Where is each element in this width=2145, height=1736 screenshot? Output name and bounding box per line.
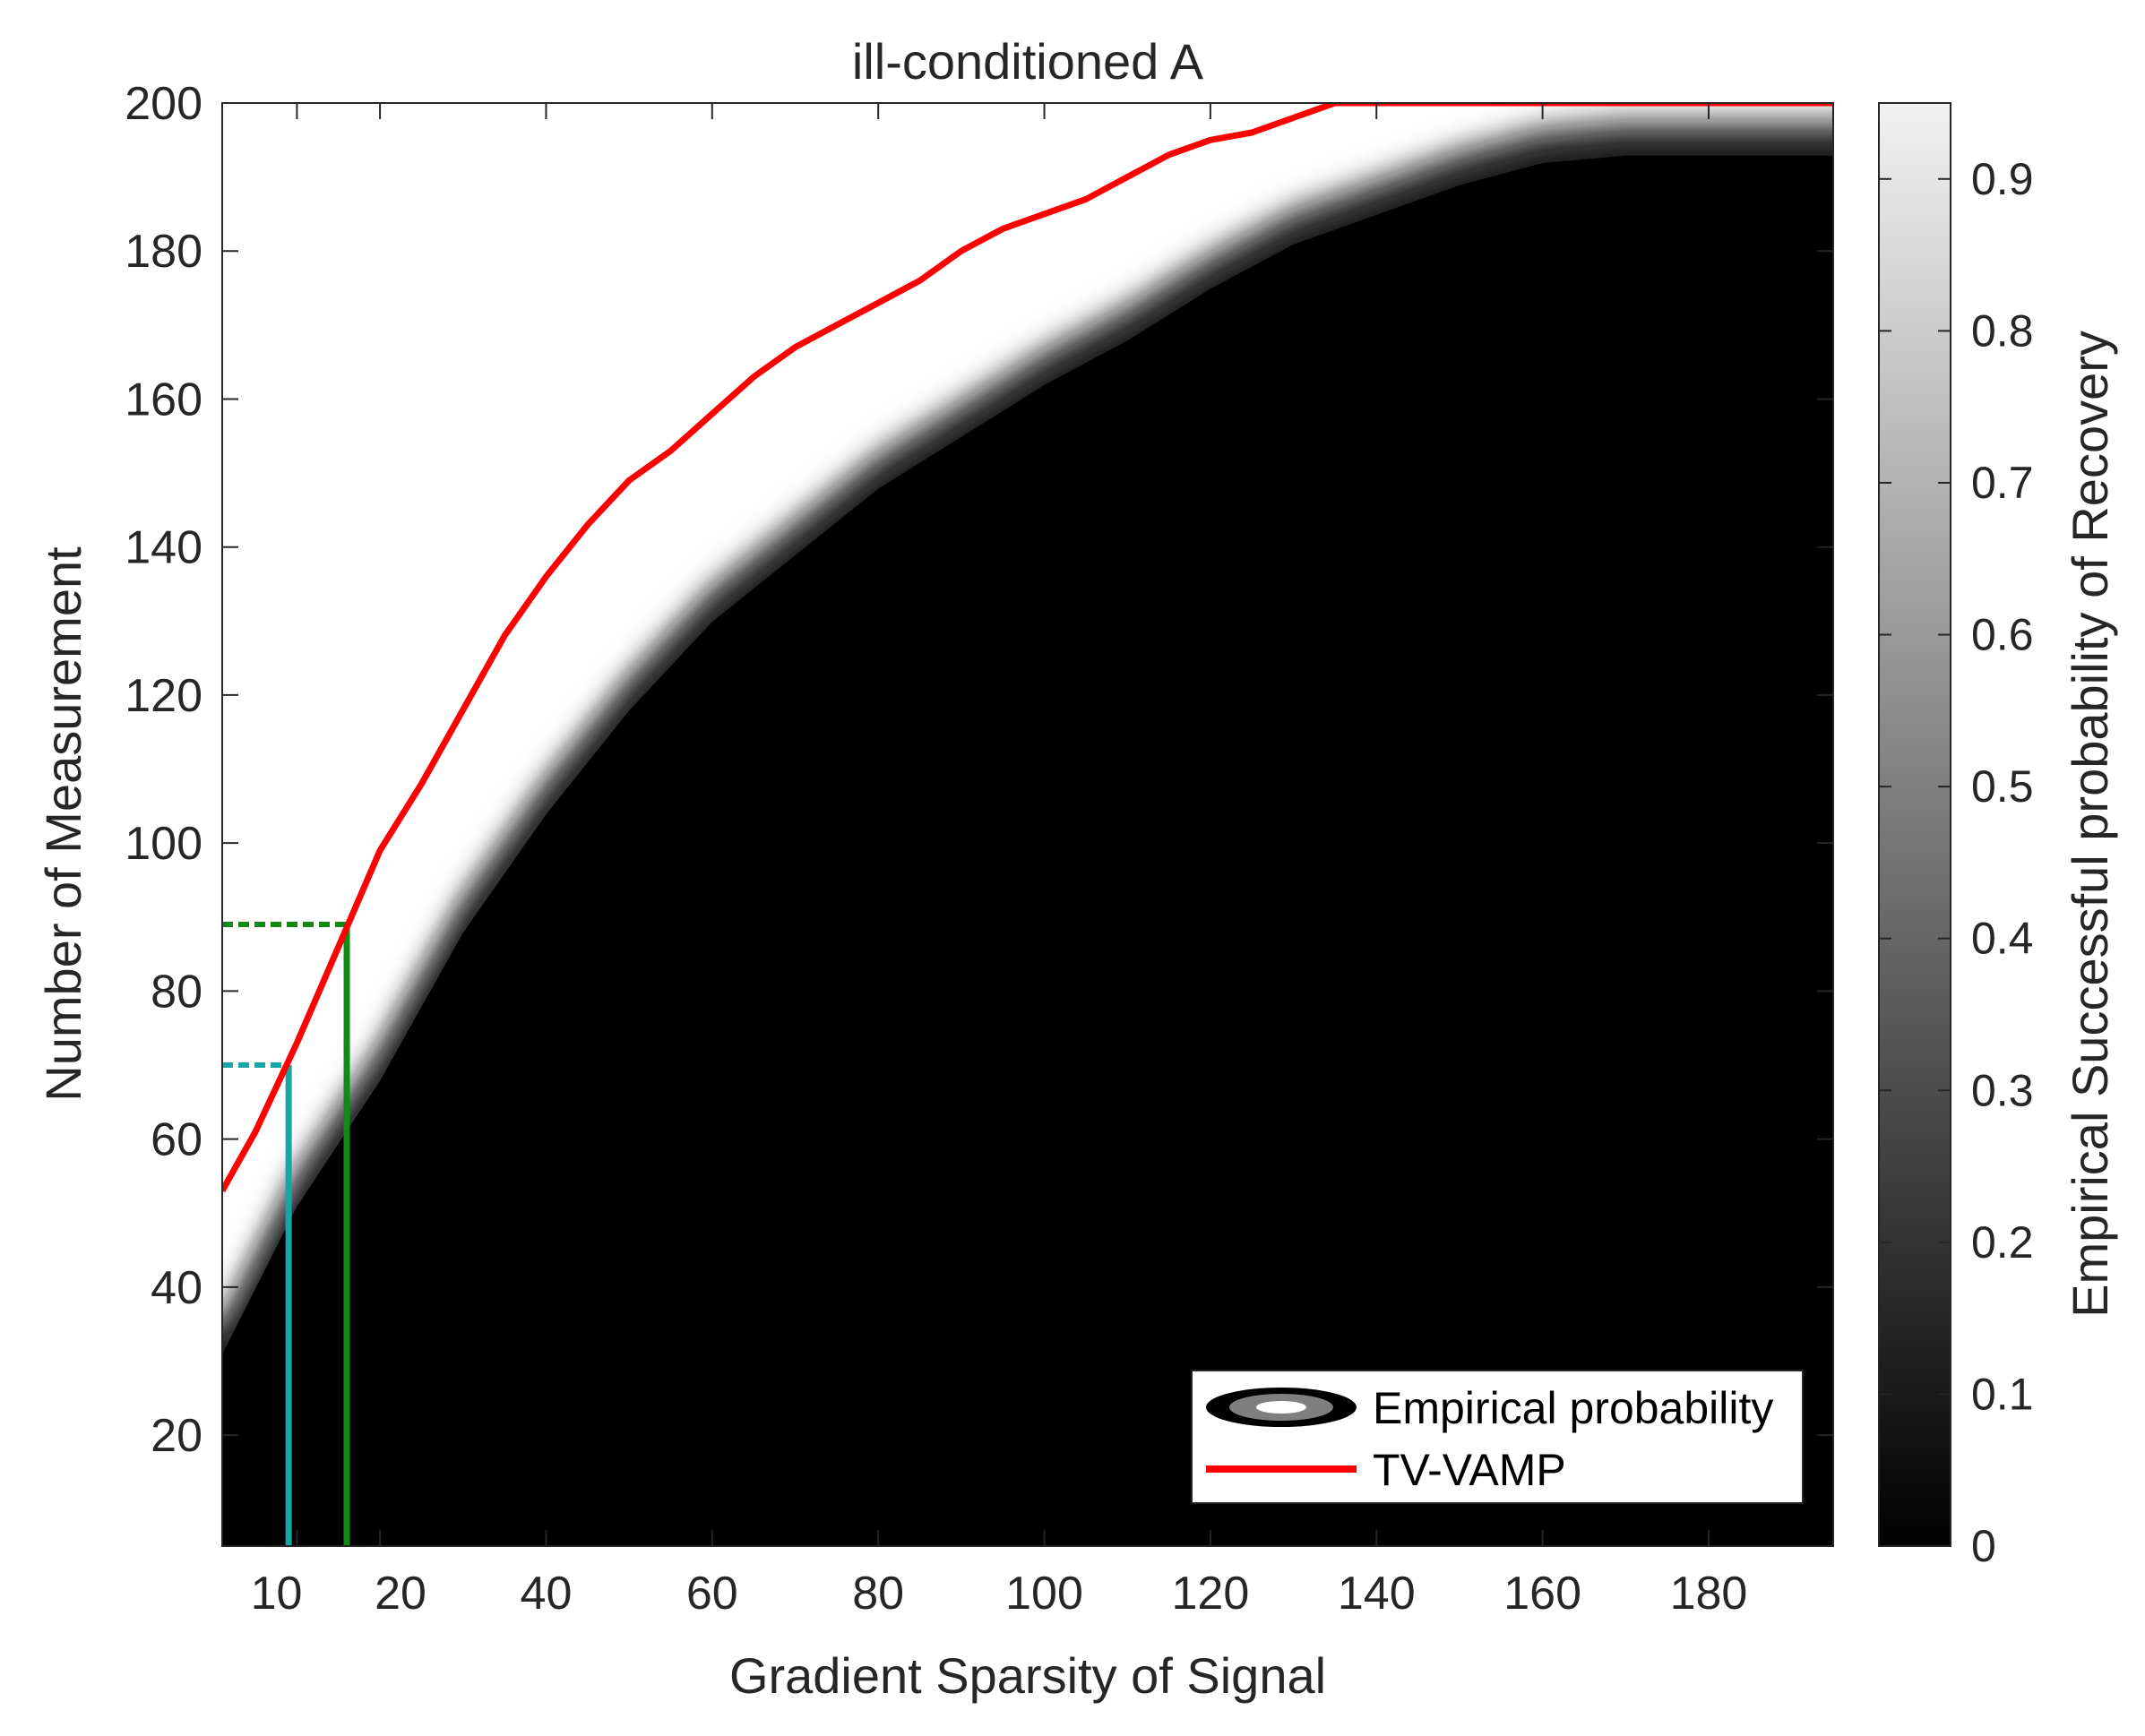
colorbar-tick-label: 0.1 bbox=[1971, 1369, 2034, 1419]
colorbar-ticks: 0 0.1 0.2 0.3 0.4 0.5 0.6 0.7 0.8 0.9 bbox=[1879, 154, 2034, 1571]
x-axis: 10 20 40 60 80 100 120 140 160 180 bbox=[251, 103, 1748, 1620]
colorbar-tick-label: 0.6 bbox=[1971, 610, 2034, 660]
x-tick-label: 140 bbox=[1338, 1568, 1416, 1620]
tv-vamp-layer bbox=[222, 103, 1833, 1193]
zero-probability-region bbox=[222, 155, 1833, 1546]
colorbar-tick-label: 0 bbox=[1971, 1521, 1996, 1571]
colorbar-tick-label: 0.4 bbox=[1971, 914, 2034, 964]
chart-title: ill-conditioned A bbox=[852, 33, 1204, 90]
y-axis: 20 40 60 80 100 120 140 160 180 200 bbox=[125, 78, 1833, 1462]
contour-swatch-core bbox=[1256, 1401, 1306, 1414]
x-tick-label: 60 bbox=[686, 1568, 738, 1620]
colorbar-tick-label: 0.9 bbox=[1971, 154, 2034, 204]
reference-markers bbox=[222, 922, 350, 1546]
colorbar-tick-label: 0.5 bbox=[1971, 761, 2034, 812]
colorbar-label: Empirical Successful probability of Reco… bbox=[2062, 331, 2118, 1318]
x-tick-label: 120 bbox=[1172, 1568, 1250, 1620]
axes-frame bbox=[221, 102, 1834, 1547]
x-tick-label: 100 bbox=[1005, 1568, 1083, 1620]
y-tick-label: 140 bbox=[125, 522, 202, 574]
colorbar-tick-label: 0.2 bbox=[1971, 1217, 2034, 1268]
colorbar-gradient bbox=[1878, 102, 1951, 1547]
y-tick-label: 40 bbox=[151, 1262, 202, 1314]
legend: Empirical probability TV-VAMP bbox=[1191, 1370, 1804, 1504]
y-tick-label: 120 bbox=[125, 670, 202, 722]
colorbar-tick-label: 0.7 bbox=[1971, 458, 2034, 508]
legend-entry-empirical: Empirical probability bbox=[1206, 1383, 1773, 1433]
y-tick-label: 180 bbox=[125, 226, 202, 278]
colorbar: 0 0.1 0.2 0.3 0.4 0.5 0.6 0.7 0.8 0.9 Empirical S… bbox=[1878, 102, 2118, 1571]
colorbar-tick-label: 0.3 bbox=[1971, 1065, 2034, 1115]
legend-entry-tv-vamp: TV-VAMP bbox=[1206, 1445, 1566, 1495]
legend-label-tv-vamp: TV-VAMP bbox=[1373, 1445, 1566, 1495]
y-tick-label: 200 bbox=[125, 78, 202, 130]
x-tick-label: 180 bbox=[1670, 1568, 1748, 1620]
legend-label-empirical: Empirical probability bbox=[1373, 1383, 1773, 1433]
tv-vamp-line bbox=[222, 103, 1833, 1193]
y-tick-label: 160 bbox=[125, 374, 202, 425]
x-tick-label: 10 bbox=[251, 1568, 303, 1620]
x-tick-label: 160 bbox=[1503, 1568, 1581, 1620]
y-tick-label: 100 bbox=[125, 818, 202, 870]
x-axis-label: Gradient Sparsity of Signal bbox=[729, 1647, 1326, 1704]
x-tick-label: 80 bbox=[852, 1568, 904, 1620]
colorbar-tick-label: 0.8 bbox=[1971, 305, 2034, 356]
y-tick-label: 60 bbox=[151, 1114, 202, 1166]
x-tick-label: 20 bbox=[375, 1568, 426, 1620]
x-tick-label: 40 bbox=[521, 1568, 573, 1620]
plot-area bbox=[222, 103, 1833, 1546]
y-tick-label: 20 bbox=[151, 1410, 202, 1462]
heatmap-region bbox=[222, 112, 1833, 1546]
y-tick-label: 80 bbox=[151, 966, 202, 1018]
y-axis-label: Number of Measurement bbox=[35, 546, 91, 1102]
